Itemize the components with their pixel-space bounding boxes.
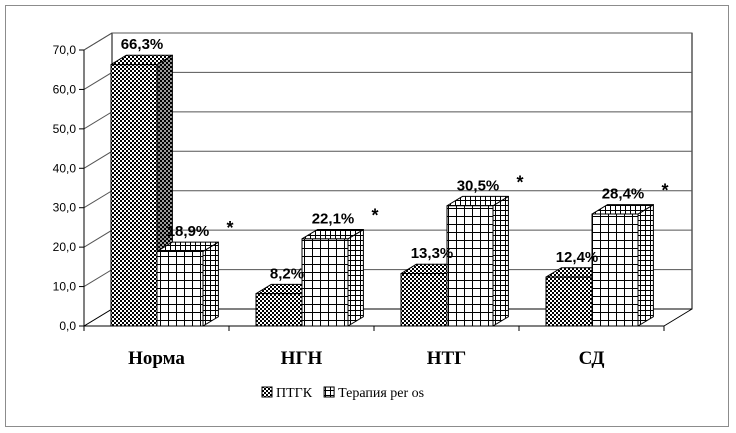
- x-tick-label: НГН: [281, 348, 323, 369]
- y-tick-label: 70,0: [53, 43, 77, 57]
- data-label: 66,3%: [121, 36, 164, 53]
- y-tick-label: 40,0: [53, 161, 77, 175]
- y-tick-label: 50,0: [53, 122, 77, 136]
- bar-front: [255, 293, 303, 327]
- legend: ПТГК Терапия per os: [261, 386, 424, 401]
- data-label: 13,3%: [411, 245, 454, 262]
- legend-swatch: [261, 386, 273, 398]
- y-tick-label: 0,0: [59, 319, 76, 333]
- side-wall: [83, 32, 113, 327]
- legend-label: ПТГК: [276, 386, 313, 401]
- bar-front: [446, 205, 494, 327]
- bar-grid: [446, 195, 509, 327]
- y-tick-label: 20,0: [53, 240, 77, 254]
- data-label: 12,4%: [556, 249, 599, 266]
- y-axis: 0,0 10,0 20,0 30,0 40,0 50,0 60,0 70,0: [53, 43, 85, 333]
- data-label: 18,9%: [167, 223, 210, 240]
- x-axis: Норма НГН НТГ СД: [83, 325, 665, 369]
- chart-walls: [83, 32, 693, 327]
- bar-side: [202, 241, 219, 327]
- x-tick-label: Норма: [128, 348, 185, 369]
- x-tick-label: НТГ: [427, 348, 467, 369]
- bar-grid: [591, 204, 654, 327]
- data-labels: 66,3% 18,9% * 8,2% 22,1% * 13,3% 30,5% * 12,4% 28,…: [121, 36, 669, 282]
- y-tick-label: 60,0: [53, 82, 77, 96]
- bar-side: [492, 195, 509, 327]
- data-label: 30,5%: [457, 177, 500, 194]
- significance-marker: *: [371, 206, 378, 226]
- bar-front: [400, 273, 448, 327]
- legend-item: ПТГК: [261, 386, 313, 401]
- bar-front: [591, 213, 639, 327]
- bar-front: [301, 238, 349, 327]
- y-tick-label: 30,0: [53, 201, 77, 215]
- significance-marker: *: [661, 181, 668, 201]
- significance-marker: *: [226, 218, 233, 238]
- significance-marker: *: [516, 172, 523, 192]
- bars: [110, 54, 654, 327]
- bar-grid: [301, 229, 364, 327]
- bar-side: [347, 229, 364, 327]
- bar-grid: [156, 241, 219, 327]
- data-label: 28,4%: [602, 186, 645, 203]
- legend-item: Терапия per os: [323, 386, 424, 401]
- bar-front: [156, 250, 204, 327]
- legend-label: Терапия per os: [338, 386, 424, 401]
- bar-front: [545, 276, 593, 327]
- bar-front: [110, 64, 158, 327]
- gridline: [83, 32, 692, 51]
- y-tick-label: 10,0: [53, 280, 77, 294]
- data-label: 8,2%: [270, 265, 304, 282]
- x-tick-label: СД: [579, 348, 605, 369]
- bar-side: [637, 204, 654, 327]
- data-label: 22,1%: [312, 211, 355, 228]
- legend-swatch: [323, 386, 335, 398]
